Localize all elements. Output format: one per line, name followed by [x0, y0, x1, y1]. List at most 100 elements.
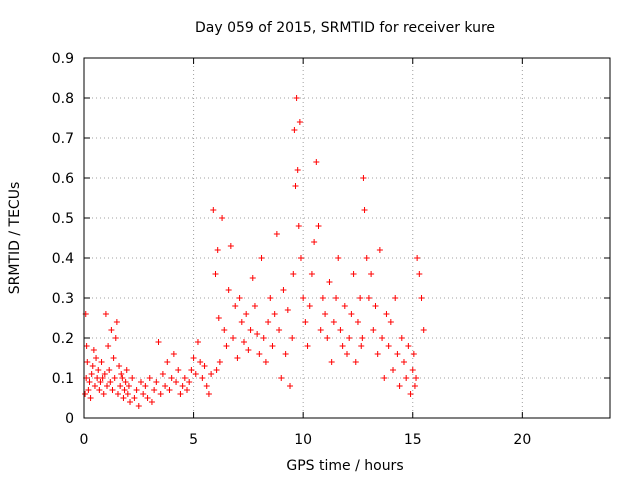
data-point: [225, 287, 232, 293]
data-point: [164, 359, 171, 365]
scatter-points: [82, 95, 427, 409]
data-point: [87, 395, 94, 401]
y-tick-label: 0.4: [52, 251, 74, 267]
data-point: [232, 303, 239, 309]
data-point: [280, 287, 287, 293]
data-point: [105, 343, 112, 349]
data-point: [219, 215, 226, 221]
data-point: [166, 387, 173, 393]
data-point: [360, 175, 367, 181]
data-point: [308, 271, 315, 277]
data-point: [197, 359, 204, 365]
data-point: [177, 391, 184, 397]
data-point: [240, 339, 247, 345]
data-point: [142, 383, 149, 389]
data-point: [361, 207, 368, 213]
y-tick-label: 0.7: [52, 131, 74, 147]
data-point: [137, 379, 144, 385]
data-point: [238, 319, 245, 325]
data-point: [339, 343, 346, 349]
data-point: [254, 331, 261, 337]
data-point: [108, 327, 115, 333]
data-point: [99, 375, 106, 381]
data-point: [127, 399, 134, 405]
data-point: [287, 383, 294, 389]
data-point: [344, 351, 350, 357]
y-tick-label: 0.2: [52, 331, 74, 347]
data-point: [95, 367, 102, 373]
data-point: [201, 363, 208, 369]
data-point: [251, 303, 258, 309]
data-point: [194, 339, 201, 345]
x-tick-label: 15: [404, 432, 422, 448]
data-point: [267, 295, 274, 301]
data-point: [98, 359, 105, 365]
data-point: [278, 375, 285, 381]
data-point: [390, 367, 397, 373]
data-point: [363, 255, 370, 261]
data-point: [333, 295, 340, 301]
data-point: [319, 295, 326, 301]
data-point: [411, 383, 418, 389]
data-point: [256, 351, 263, 357]
y-tick-label: 0.5: [52, 211, 74, 227]
data-point: [203, 383, 210, 389]
data-point: [289, 335, 296, 341]
data-point: [213, 367, 220, 373]
data-point: [205, 391, 212, 397]
data-point: [311, 239, 318, 245]
data-point: [372, 303, 379, 309]
data-point: [385, 343, 392, 349]
data-point: [291, 127, 298, 133]
data-point: [221, 327, 228, 333]
data-point: [260, 335, 267, 341]
data-point: [117, 383, 124, 389]
data-point: [215, 315, 222, 321]
data-point: [276, 327, 283, 333]
data-point: [89, 363, 96, 369]
data-point: [294, 167, 301, 173]
x-tick-label: 20: [513, 432, 531, 448]
data-point: [396, 383, 403, 389]
data-point: [140, 391, 147, 397]
data-point: [306, 303, 313, 309]
data-point: [112, 335, 119, 341]
data-point: [304, 343, 311, 349]
data-point: [290, 271, 297, 277]
x-axis-label: GPS time / hours: [286, 458, 403, 474]
data-point: [85, 387, 92, 393]
y-tick-label: 0.6: [52, 171, 74, 187]
data-point: [354, 319, 361, 325]
data-point: [181, 375, 188, 381]
data-point: [379, 335, 386, 341]
data-point: [368, 271, 375, 277]
chart-title: Day 059 of 2015, SRMTID for receiver kur…: [195, 20, 495, 36]
data-point: [210, 207, 217, 213]
data-point: [170, 351, 177, 357]
data-point: [97, 379, 104, 385]
data-point: [341, 303, 348, 309]
data-point: [328, 359, 335, 365]
data-point: [414, 255, 421, 261]
data-point: [365, 295, 372, 301]
data-point: [410, 351, 417, 357]
y-tick-label: 0.1: [52, 371, 74, 387]
data-point: [348, 311, 355, 317]
data-point: [230, 335, 237, 341]
data-point: [110, 355, 117, 361]
x-tick-label: 0: [80, 432, 89, 448]
data-point: [129, 375, 136, 381]
data-point: [350, 271, 357, 277]
data-point: [104, 383, 111, 389]
data-point: [265, 319, 272, 325]
data-point: [374, 351, 381, 357]
data-point: [157, 391, 164, 397]
data-point: [337, 327, 344, 333]
data-point: [409, 367, 416, 373]
data-point: [179, 383, 186, 389]
data-point: [148, 399, 155, 405]
data-point: [125, 383, 132, 389]
data-point: [302, 319, 309, 325]
data-point: [168, 375, 175, 381]
